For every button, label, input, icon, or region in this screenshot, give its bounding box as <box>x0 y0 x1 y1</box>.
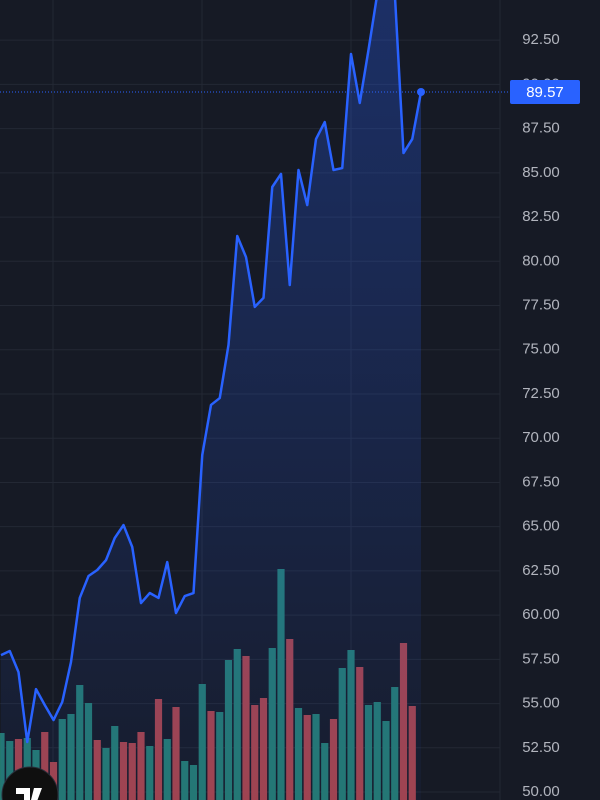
y-tick-label: 57.50 <box>522 650 560 667</box>
y-tick-label: 92.50 <box>522 31 560 48</box>
y-tick-label: 67.50 <box>522 473 560 490</box>
y-tick-label: 87.50 <box>522 120 560 137</box>
price-line <box>0 0 423 744</box>
y-tick-label: 52.50 <box>522 739 560 756</box>
y-tick-label: 80.00 <box>522 252 560 269</box>
last-price: 89.57 <box>0 79 580 104</box>
y-tick-label: 60.00 <box>522 606 560 623</box>
y-tick-label: 50.00 <box>522 783 560 800</box>
area-fill <box>1 0 421 800</box>
logo <box>1 766 59 800</box>
y-tick-label: 65.00 <box>522 518 560 535</box>
y-tick-label: 55.00 <box>522 695 560 712</box>
y-tick-label: 85.00 <box>522 164 560 181</box>
last-point <box>417 87 425 96</box>
y-tick-label: 62.50 <box>522 562 560 579</box>
last-price-box <box>510 79 580 104</box>
logo-dot <box>33 788 39 794</box>
y-tick-label: 70.00 <box>522 429 560 446</box>
last-price-label: 89.57 <box>526 84 564 101</box>
y-tick-label: 72.50 <box>522 385 560 402</box>
y-tick-label: 82.50 <box>522 208 560 225</box>
price-axis: 50.00 52.50 55.00 57.50 60.00 62.50 65.00 67.50… <box>522 31 560 800</box>
y-tick-label: 77.50 <box>522 296 560 313</box>
y-tick-label: 75.00 <box>522 341 560 358</box>
plot <box>0 0 423 800</box>
